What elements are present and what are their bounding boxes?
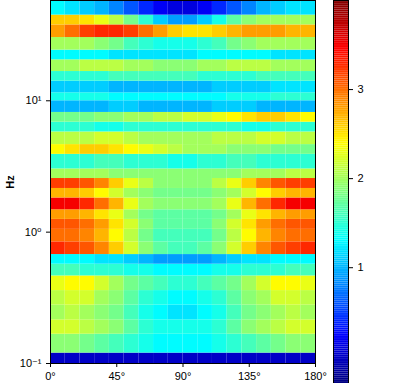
svg-text:2: 2	[358, 172, 364, 184]
svg-text:135°: 135°	[238, 370, 261, 382]
svg-text:180°: 180°	[304, 370, 327, 382]
svg-text:3: 3	[358, 83, 364, 95]
svg-text:1: 1	[358, 261, 364, 273]
svg-text:0°: 0°	[45, 370, 56, 382]
svg-text:10⁻¹: 10⁻¹	[20, 357, 42, 369]
svg-text:90°: 90°	[175, 370, 192, 382]
svg-text:45°: 45°	[108, 370, 125, 382]
svg-text:Hz: Hz	[4, 175, 16, 189]
svg-text:10¹: 10¹	[26, 94, 42, 106]
svg-text:10⁰: 10⁰	[25, 226, 42, 238]
